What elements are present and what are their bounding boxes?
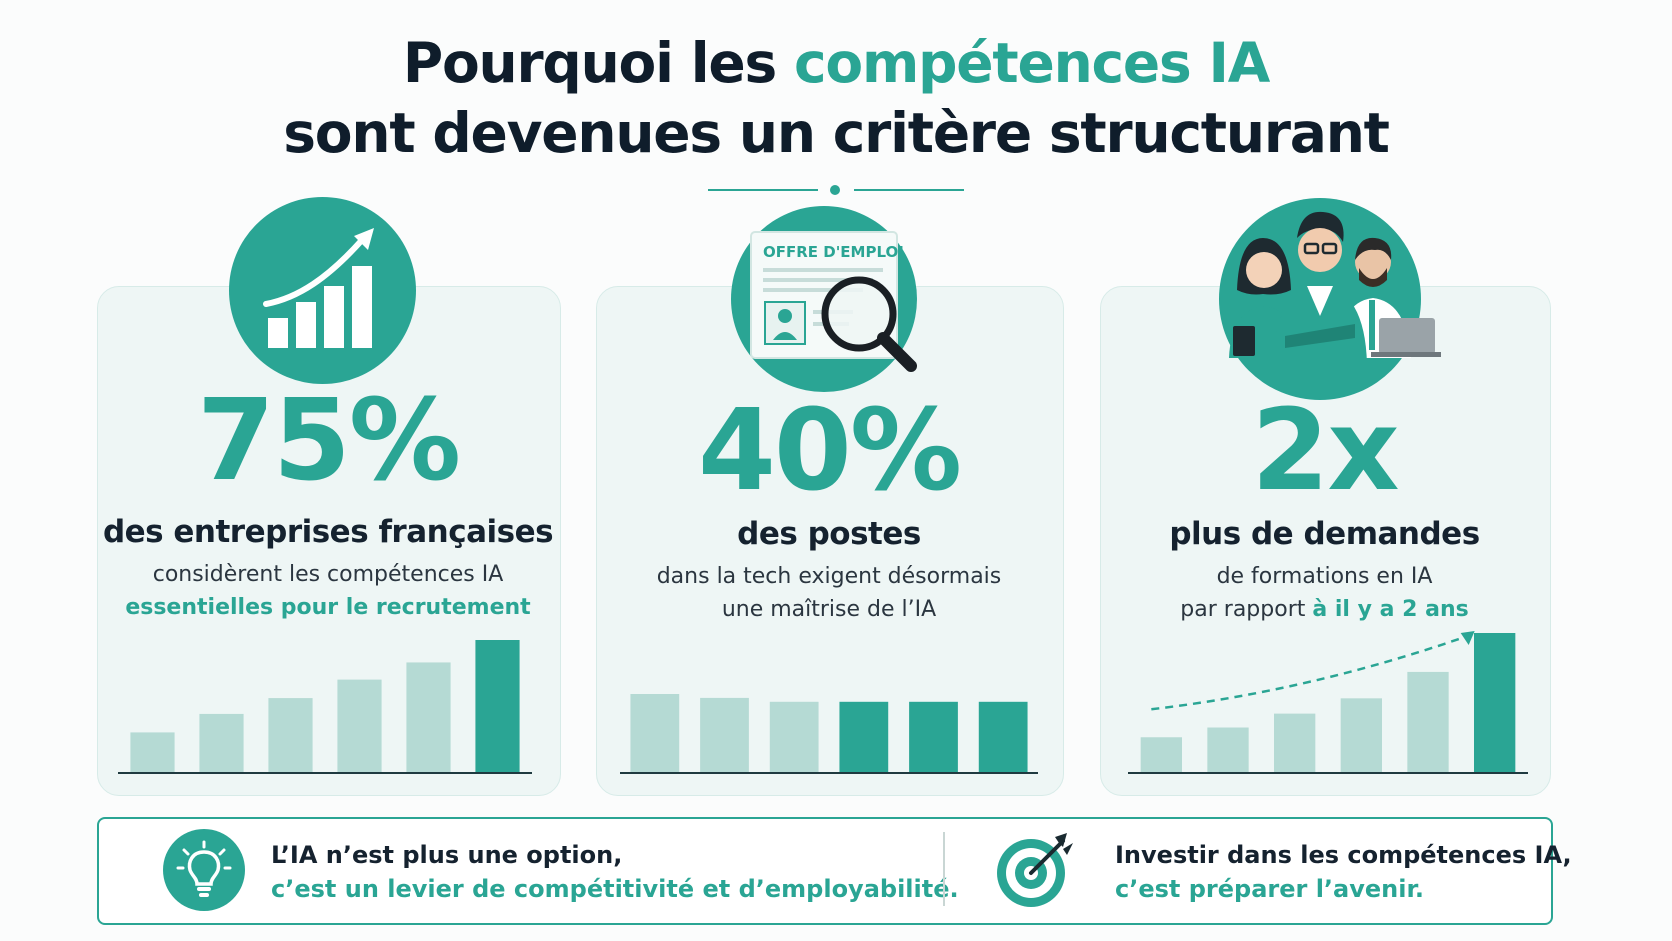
stat-value-companies: 75% (196, 376, 461, 506)
stat-desc-training: de formations en IA par rapport à il y a… (1100, 560, 1549, 626)
stat-desc-plain: par rapport (1180, 597, 1313, 622)
mini-bar (839, 701, 889, 772)
page-title: Pourquoi les compétences IA sont devenue… (0, 28, 1672, 168)
growth-chart-icon (229, 197, 416, 384)
lightbulb-icon (163, 829, 245, 911)
stat-label-companies: des entreprises françaises (102, 514, 554, 550)
mini-bar (1340, 698, 1382, 772)
job-offer-magnifier-icon: OFFRE D'EMPLOI (731, 206, 917, 392)
mini-bar (1207, 727, 1249, 772)
stat-label-training: plus de demandes (1169, 516, 1480, 552)
bottom-left-line2: c’est un levier de compétitivité et d’em… (271, 875, 959, 903)
stat-desc-line1: de formations en IA (1216, 564, 1433, 589)
title-line-1: Pourquoi les compétences IA (0, 28, 1672, 98)
bottom-right-message: Investir dans les compétences IA, c’est … (1115, 838, 1572, 906)
bottom-right-line2: c’est préparer l’avenir. (1115, 875, 1425, 903)
mini-bar (130, 732, 175, 772)
stat-desc-line1: dans la tech exigent désormais (656, 564, 1002, 589)
divider-line-right (854, 189, 964, 191)
bottom-left-line1: L’IA n’est plus une option, (271, 841, 623, 869)
team-people-icon (1219, 198, 1441, 400)
mini-bar (1274, 713, 1316, 772)
mini-bar (909, 701, 958, 772)
bottom-separator (943, 832, 945, 906)
bottom-banner (97, 817, 1553, 925)
target-arrow-icon (993, 829, 1075, 911)
stat-desc-line2: essentielles pour le recrutement (125, 595, 531, 620)
mini-bar (630, 694, 680, 772)
mini-bar-chart-companies (118, 640, 532, 774)
bottom-right-line1: Investir dans les compétences IA, (1115, 841, 1572, 869)
mini-bar (199, 713, 244, 772)
mini-bar (268, 698, 313, 772)
stat-desc-line1: considèrent les compétences IA (152, 562, 504, 587)
job-offer-badge: OFFRE D'EMPLOI (763, 243, 904, 261)
mini-bar (1140, 737, 1182, 772)
trend-arrow-head (1460, 631, 1475, 645)
stat-desc-line2: une maîtrise de l’IA (721, 597, 937, 622)
stat-desc-companies: considèrent les compétences IA essentiel… (97, 558, 559, 624)
divider-line-left (708, 189, 818, 191)
trend-arrow (1151, 635, 1466, 711)
mini-bar (978, 701, 1028, 772)
mini-bar (1407, 671, 1449, 772)
title-accent: compétences IA (794, 31, 1270, 95)
title-line-2: sont devenues un critère structurant (283, 101, 1390, 165)
mini-bar-chart-jobs (620, 694, 1038, 774)
stat-value-jobs: 40% (697, 386, 962, 516)
mini-bar (769, 701, 819, 772)
title-divider (708, 183, 964, 197)
mini-bar (700, 697, 749, 772)
stat-label-jobs: des postes (737, 516, 921, 552)
stat-desc-jobs: dans la tech exigent désormais une maîtr… (596, 560, 1062, 626)
title-text: Pourquoi les (402, 31, 794, 95)
divider-dot (830, 185, 840, 195)
stat-desc-accent: à il y a 2 ans (1312, 597, 1469, 622)
bottom-left-message: L’IA n’est plus une option, c’est un lev… (271, 838, 959, 906)
mini-bar (1474, 633, 1516, 772)
mini-bar-chart-training (1128, 631, 1528, 774)
mini-bar (406, 662, 451, 772)
mini-bar (475, 640, 520, 772)
mini-bar (337, 679, 382, 772)
stat-value-training: 2x (1251, 386, 1399, 516)
stat-desc-line2: par rapport à il y a 2 ans (1100, 593, 1549, 626)
